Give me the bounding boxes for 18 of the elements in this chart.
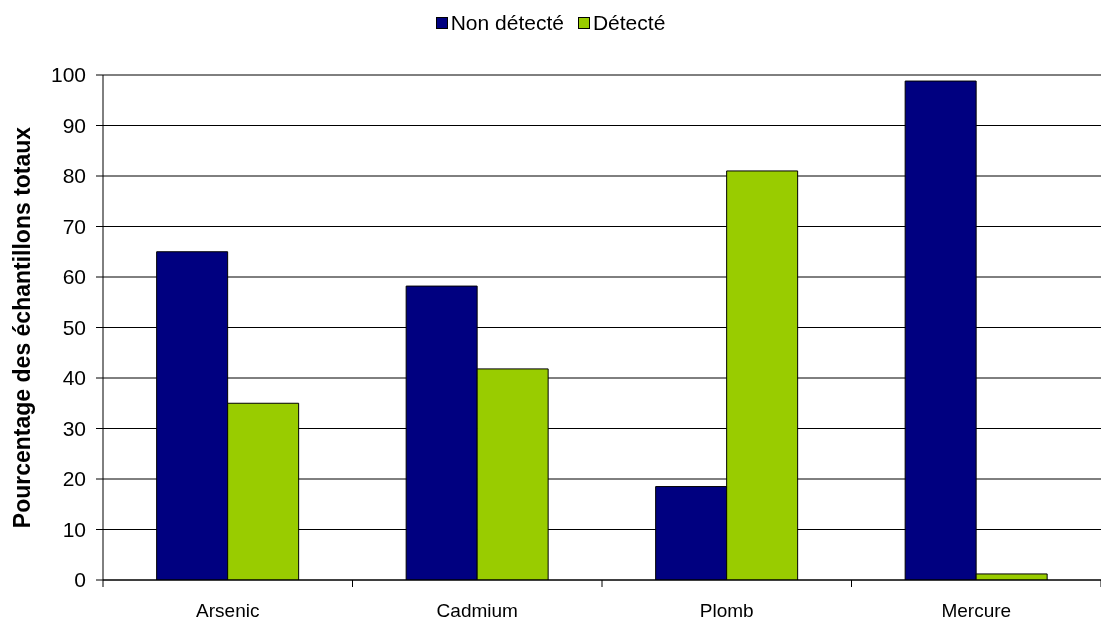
y-tick-label: 10 (62, 517, 86, 541)
y-tick-label: 0 (74, 568, 86, 592)
x-tick-label: Mercure (941, 600, 1012, 621)
x-tick-label: Cadmium (436, 600, 518, 621)
y-tick-label: 80 (62, 164, 86, 188)
y-tick-label: 100 (50, 63, 86, 87)
y-tick-label: 40 (62, 366, 86, 390)
y-tick-label: 50 (62, 315, 86, 339)
legend-label: Détecté (592, 10, 666, 36)
y-tick-label: 60 (62, 265, 86, 289)
x-tick-label: Plomb (699, 600, 754, 621)
y-tick-label: 70 (62, 214, 86, 238)
y-tick-label: 20 (62, 467, 86, 491)
x-tick-label: Arsenic (196, 600, 260, 621)
legend-label: Non détecté (450, 10, 564, 36)
y-axis-title: Pourcentage des échantillons totaux (9, 126, 35, 529)
y-tick-label: 90 (62, 113, 86, 137)
y-tick-label: 30 (62, 416, 86, 440)
